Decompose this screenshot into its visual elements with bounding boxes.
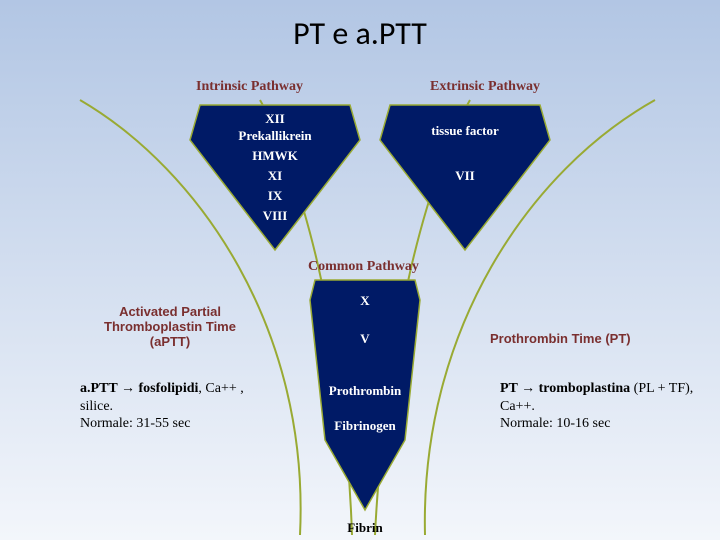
pt-note-bold: PT → tromboplastina — [500, 381, 630, 396]
extrinsic-line-2: VII — [455, 168, 475, 183]
pt-label: Prothrombin Time (PT) — [490, 332, 690, 347]
aptt-label-l1: Activated Partial — [90, 305, 250, 320]
extrinsic-title: Extrinsic Pathway — [430, 79, 540, 94]
aptt-note-r2: Normale: 31-55 sec — [80, 416, 190, 431]
pt-label-l1: Prothrombin Time (PT) — [490, 332, 690, 347]
fibrin-label: Fibrin — [347, 520, 383, 535]
intrinsic-line-5: VIII — [263, 208, 288, 223]
common-line-4: Prothrombin — [329, 383, 402, 398]
common-title: Common Pathway — [308, 259, 419, 274]
pt-note: PT → tromboplastina (PL + TF), Ca++. Nor… — [500, 380, 695, 433]
intrinsic-line-3: XI — [268, 168, 282, 183]
common-line-0: X — [360, 293, 370, 308]
common-line-6: Fibrinogen — [334, 418, 396, 433]
aptt-note-bold: a.PTT → fosfolipidi — [80, 381, 198, 396]
aptt-label-l3: (aPTT) — [90, 335, 250, 350]
pt-note-r2: Normale: 10-16 sec — [500, 416, 610, 431]
intrinsic-line-1: Prekallikrein — [238, 128, 312, 143]
intrinsic-line-4: IX — [268, 188, 283, 203]
aptt-note: a.PTT → fosfolipidi, Ca++ , silice. Norm… — [80, 380, 255, 433]
common-line-2: V — [360, 331, 370, 346]
aptt-label-l2: Thromboplastin Time — [90, 320, 250, 335]
extrinsic-line-0: tissue factor — [431, 123, 499, 138]
intrinsic-line-0: XII — [265, 111, 285, 126]
intrinsic-line-2: HMWK — [252, 148, 298, 163]
intrinsic-title: Intrinsic Pathway — [196, 79, 303, 94]
aptt-label: Activated Partial Thromboplastin Time (a… — [90, 305, 250, 350]
coagulation-diagram: XII Prekallikrein HMWK XI IX VIII tissue… — [0, 0, 720, 540]
